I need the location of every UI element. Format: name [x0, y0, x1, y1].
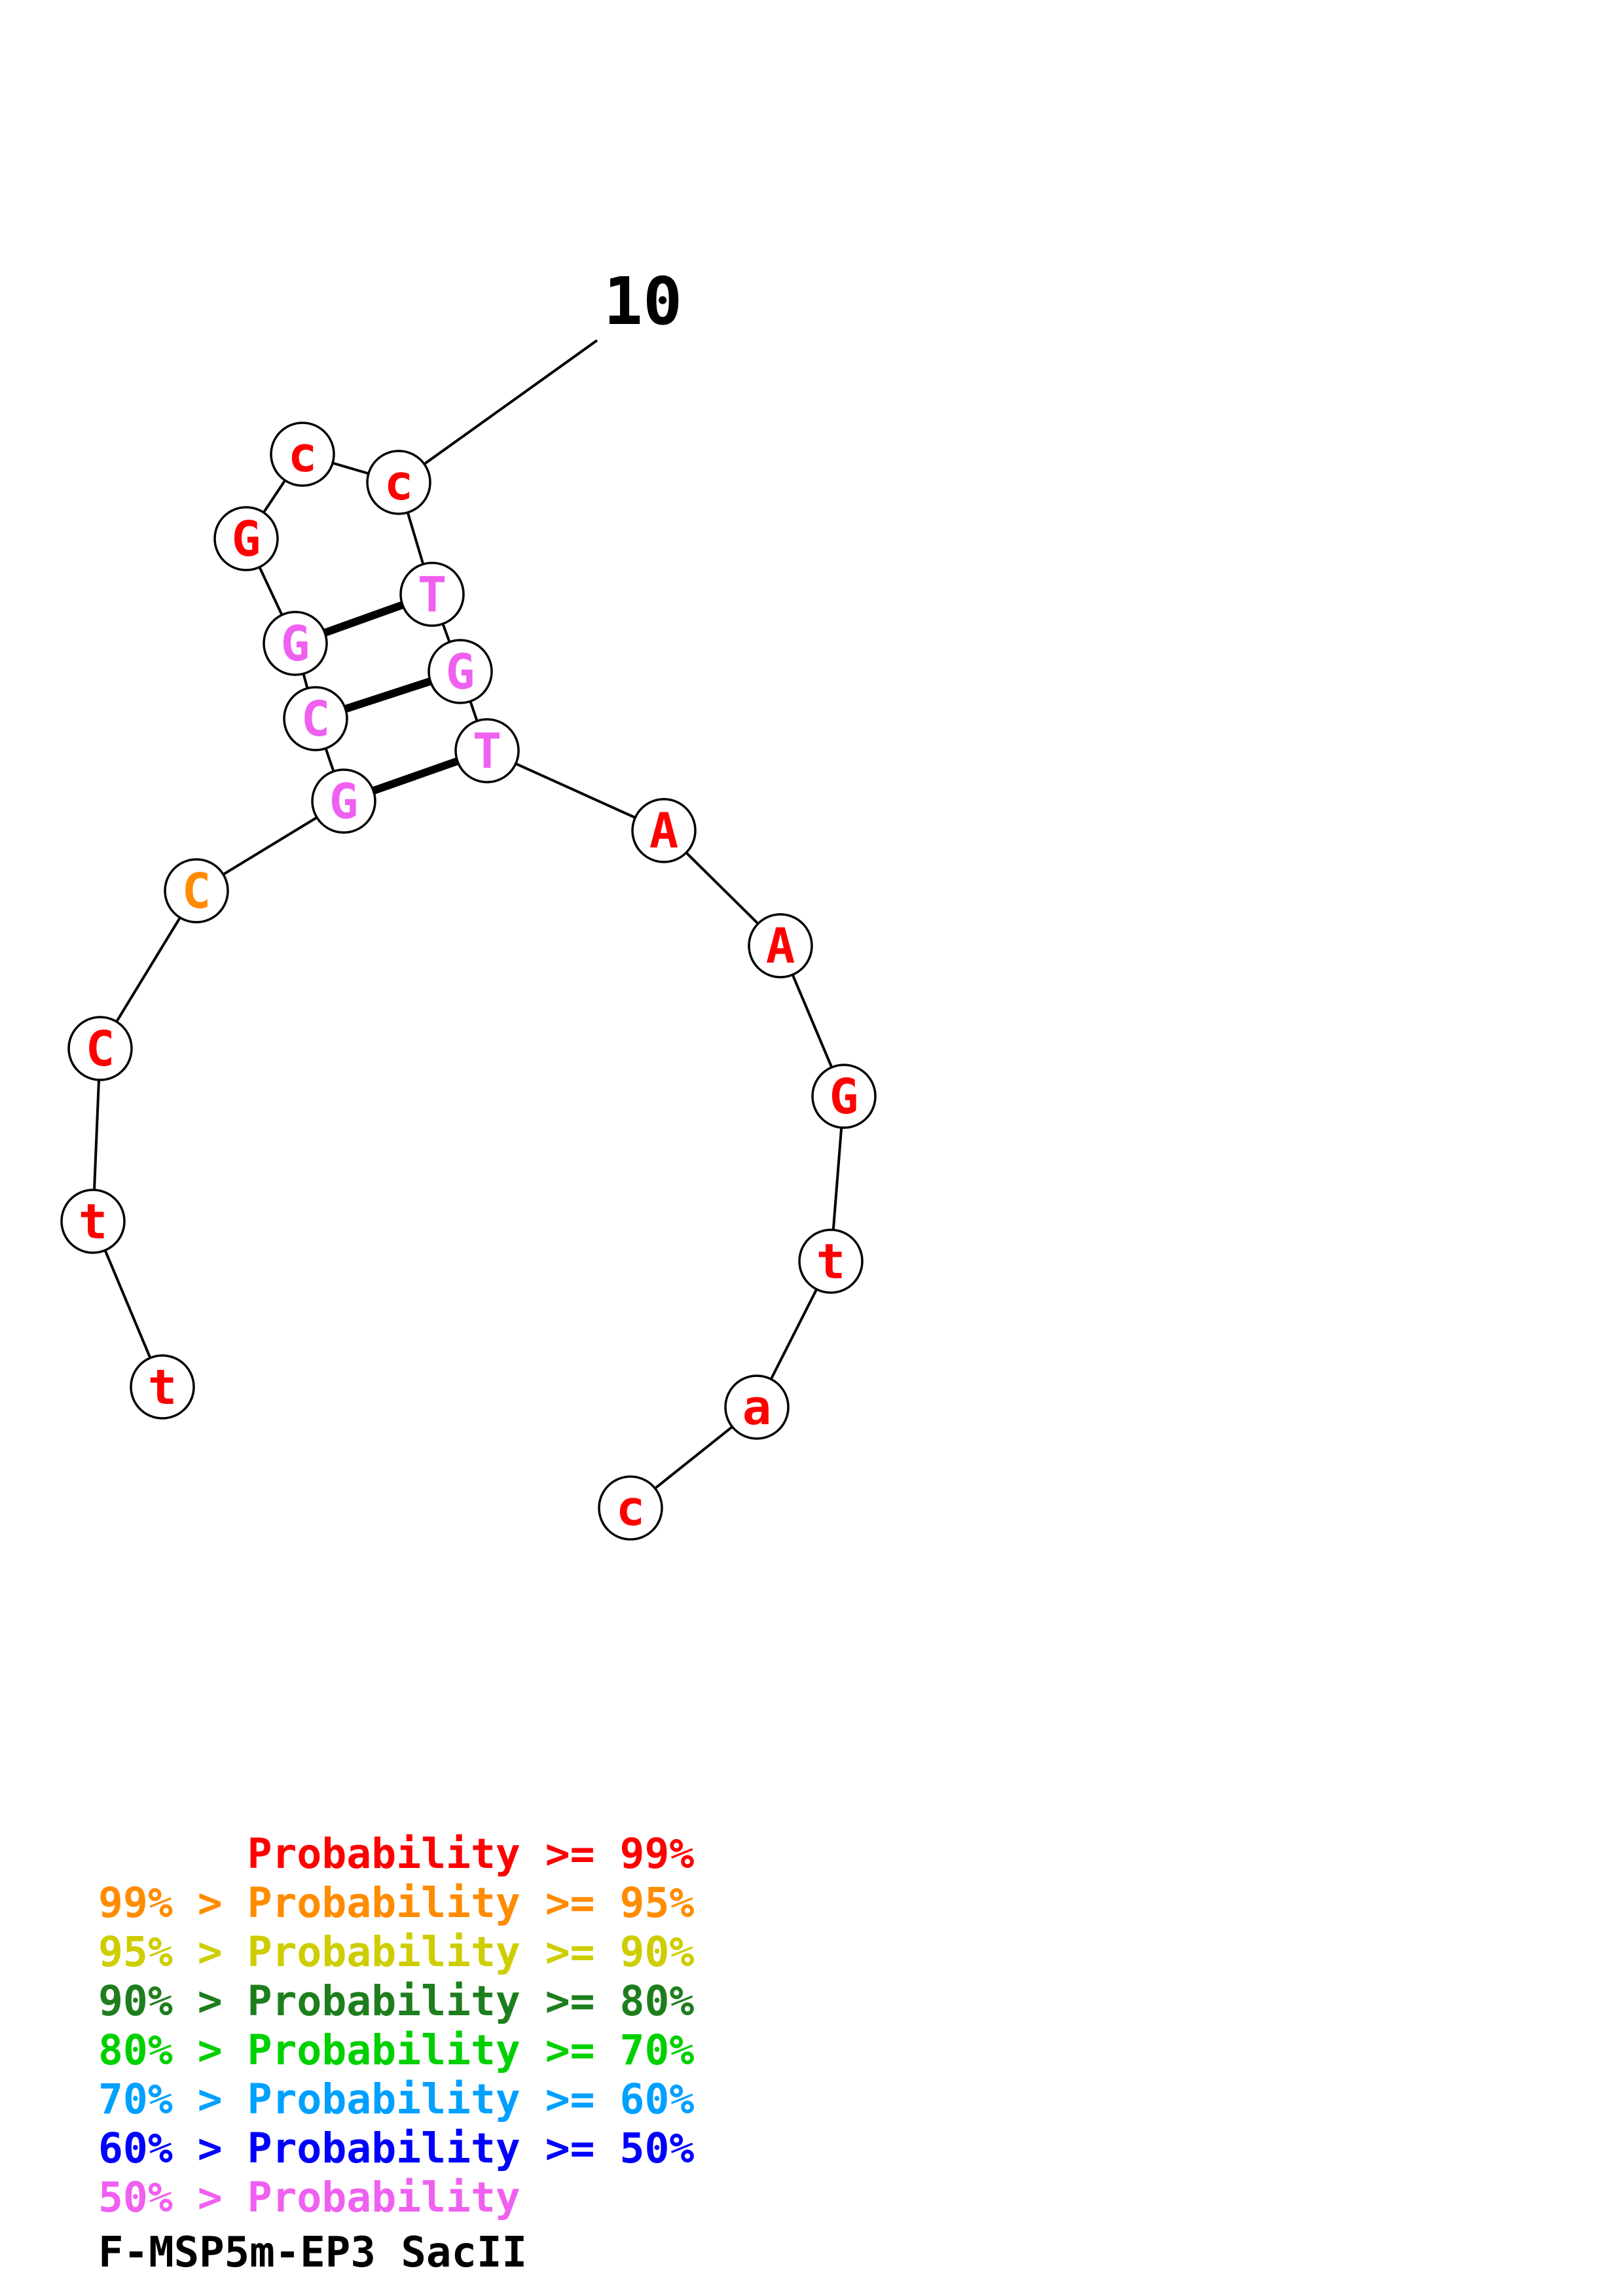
nucleotide-letter: C: [182, 863, 211, 920]
nucleotide-circle: [213, 506, 279, 571]
nucleotide-circle: [270, 422, 335, 487]
legend-entry-60-70: 70% > Probability >= 60%: [98, 2075, 695, 2123]
position-label-line: [397, 339, 598, 484]
legend-entry-lt50: 50% > Probability: [98, 2174, 520, 2221]
nucleotide-letter: t: [148, 1359, 177, 1416]
nucleotide-letter: t: [79, 1194, 108, 1250]
legend-entry-50-60: 60% > Probability >= 50%: [98, 2125, 695, 2172]
nucleotide-letter: G: [446, 644, 475, 700]
plot-title: F-MSP5m-EP3 SacII: [98, 2229, 528, 2277]
nucleotide-circle: [631, 798, 697, 863]
nucleotide-circle: [311, 768, 376, 834]
nucleotide-letter: G: [232, 511, 261, 567]
nucleotide-circle: [798, 1229, 864, 1294]
position-label: 10: [604, 263, 682, 340]
legend-entry-90-95: 95% > Probability >= 90%: [98, 1928, 695, 1976]
nucleotide-letter: T: [473, 723, 502, 780]
nucleotide-letter: G: [281, 616, 310, 672]
nucleotide-letter: G: [329, 774, 359, 830]
nucleotide-circle: [454, 718, 520, 783]
nucleotide-letter: A: [766, 918, 795, 975]
nucleotide-circle: [748, 913, 813, 978]
nucleotide-circle: [811, 1064, 877, 1129]
legend-entry-70-80: 80% > Probability >= 70%: [98, 2026, 695, 2074]
nucleotide-circle: [283, 686, 348, 751]
nucleotide-letter: c: [616, 1480, 646, 1537]
nucleotide-letter: C: [301, 691, 331, 747]
probability-legend: Probability >= 99% 99% > Probability >= …: [98, 1829, 694, 2222]
nucleotide-circle: [130, 1354, 195, 1420]
nucleotide-letter: T: [418, 567, 447, 623]
nucleotide-circle: [428, 639, 493, 704]
nucleotide-circle: [724, 1374, 790, 1440]
nucleotide-letter: a: [742, 1380, 772, 1436]
nucleotide-circle: [399, 562, 465, 627]
legend-entry-95-99: 99% > Probability >= 95%: [98, 1879, 695, 1927]
legend-entry-99: Probability >= 99%: [98, 1830, 695, 1878]
nucleotide-circle: [366, 450, 431, 515]
nucleotide-letter: c: [288, 427, 318, 483]
nucleotide-letter: c: [384, 455, 414, 511]
nucleotide-circle: [67, 1016, 133, 1081]
nucleotide-letter: t: [816, 1234, 846, 1290]
nucleotide-letter: C: [86, 1021, 115, 1077]
nucleotide-letter: G: [830, 1069, 859, 1125]
nucleotide-letter: A: [649, 803, 679, 859]
nucleotide-circle: [598, 1475, 663, 1541]
nucleotide-circle: [263, 611, 328, 676]
nucleotide-circle: [60, 1189, 126, 1254]
legend-entry-80-90: 90% > Probability >= 80%: [98, 1977, 695, 2025]
nucleotide-circle: [164, 858, 229, 924]
